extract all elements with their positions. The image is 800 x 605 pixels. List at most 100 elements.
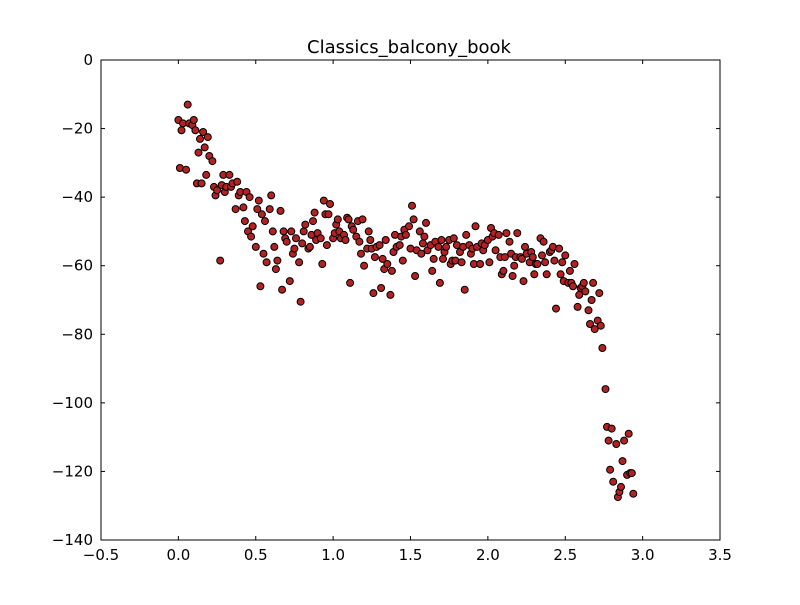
data-point — [254, 196, 263, 205]
y-tick-label: −100 — [52, 394, 93, 412]
y-tick-label: −140 — [52, 531, 93, 549]
data-point — [273, 256, 282, 265]
data-point — [596, 321, 605, 330]
data-point — [298, 239, 307, 248]
data-point — [271, 265, 280, 274]
x-tick-label: 1.5 — [399, 546, 423, 564]
data-point — [502, 229, 511, 238]
y-tick-label: 0 — [83, 51, 93, 69]
data-point — [256, 282, 265, 291]
data-point — [398, 256, 407, 265]
data-point — [287, 227, 296, 236]
data-point — [471, 222, 480, 231]
data-point — [609, 477, 618, 486]
data-point — [556, 270, 565, 279]
data-point — [253, 205, 262, 214]
y-tick-label: −20 — [61, 120, 93, 138]
data-point — [349, 225, 358, 234]
data-point — [494, 230, 503, 239]
data-point — [519, 277, 528, 286]
data-point — [573, 302, 582, 311]
data-point — [485, 258, 494, 267]
data-point — [528, 253, 537, 262]
data-point — [225, 170, 234, 179]
data-point — [607, 424, 616, 433]
data-point — [491, 246, 500, 255]
data-point — [259, 249, 268, 258]
data-point — [360, 261, 369, 270]
data-point — [279, 227, 288, 236]
data-point — [550, 256, 559, 265]
y-tick-label: −40 — [61, 188, 93, 206]
data-point — [196, 134, 204, 143]
data-point — [265, 205, 274, 214]
data-point — [346, 278, 355, 287]
data-point — [295, 258, 304, 267]
data-point — [417, 249, 426, 258]
data-point — [617, 482, 625, 491]
data-point — [248, 222, 257, 231]
data-point — [428, 266, 437, 275]
data-point — [316, 234, 325, 243]
data-point — [358, 215, 367, 224]
data-point — [415, 227, 424, 236]
data-point — [285, 277, 294, 286]
data-point — [437, 236, 446, 244]
data-point — [386, 290, 395, 299]
data-point — [270, 242, 279, 251]
data-point — [584, 306, 593, 315]
data-point — [364, 227, 373, 236]
data-point — [182, 165, 191, 174]
data-point — [216, 256, 225, 265]
data-point — [239, 203, 248, 212]
data-point — [197, 179, 206, 188]
x-tick-label: 3.0 — [631, 546, 655, 564]
data-point — [620, 436, 629, 445]
data-point — [370, 253, 379, 262]
x-tick-label: 2.5 — [553, 546, 577, 564]
data-point — [408, 201, 416, 210]
data-point — [355, 237, 364, 246]
data-point — [203, 133, 212, 142]
data-point — [200, 143, 209, 152]
data-point — [460, 285, 469, 294]
data-point — [309, 217, 317, 226]
data-point — [538, 251, 546, 260]
data-point — [324, 210, 333, 219]
data-point — [401, 230, 410, 239]
data-point — [189, 116, 198, 124]
data-point — [624, 429, 633, 438]
data-point — [299, 227, 308, 236]
data-point — [310, 208, 319, 217]
data-point — [505, 237, 514, 246]
data-point — [251, 242, 260, 251]
data-point — [296, 297, 305, 306]
data-point — [268, 227, 277, 236]
data-point — [305, 242, 314, 251]
data-point — [301, 220, 310, 229]
data-point — [500, 253, 509, 262]
data-point — [449, 234, 458, 243]
data-point — [606, 465, 615, 474]
data-point — [499, 266, 508, 275]
data-point — [420, 232, 429, 241]
data-point — [429, 254, 438, 263]
data-point — [326, 200, 334, 208]
data-point — [267, 191, 276, 200]
data-point — [395, 241, 404, 250]
data-point — [555, 244, 564, 253]
x-tick-label: 3.5 — [708, 546, 732, 564]
data-point — [604, 436, 613, 445]
data-point — [627, 469, 636, 478]
data-point — [208, 157, 217, 166]
data-point — [517, 254, 526, 263]
data-point — [257, 210, 266, 219]
data-point — [579, 278, 588, 287]
data-point — [530, 270, 539, 279]
data-point — [375, 241, 384, 250]
data-point — [247, 232, 256, 241]
data-point — [533, 260, 542, 268]
data-point — [369, 289, 378, 298]
data-point — [595, 289, 604, 298]
